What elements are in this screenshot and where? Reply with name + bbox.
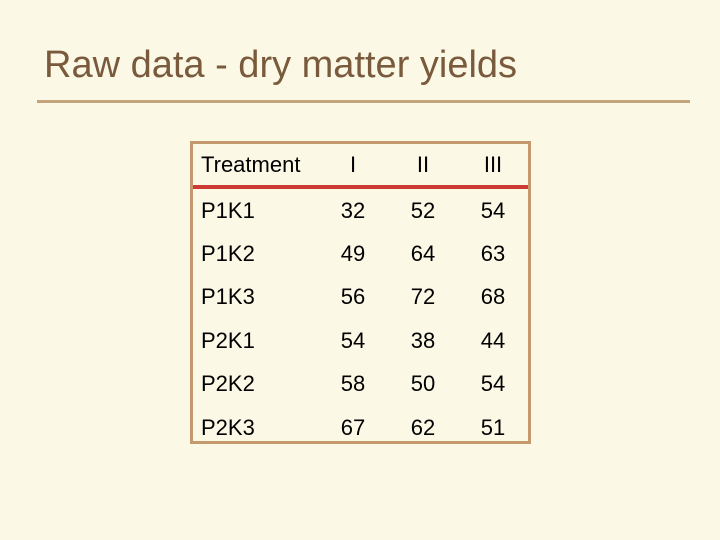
treatment-cell: P2K3 (201, 414, 255, 440)
title-divider (37, 100, 690, 103)
table-row: P1K3 56 72 68 (193, 276, 528, 319)
header-rep-1: I (349, 151, 357, 177)
treatment-cell: P2K2 (201, 371, 255, 397)
slide-title: Raw data - dry matter yields (44, 44, 518, 86)
treatment-cell: P1K3 (201, 284, 255, 310)
yield-table-container: Treatment I II III P1K1 32 52 54 P1K2 49… (190, 141, 531, 444)
yield-cell: 62 (410, 414, 436, 440)
yield-cell: 68 (480, 284, 506, 310)
header-treatment: Treatment (201, 151, 301, 177)
yield-cell: 72 (410, 284, 436, 310)
yield-cell: 38 (410, 327, 436, 353)
table-row: P1K1 32 52 54 (193, 187, 528, 232)
yield-table: Treatment I II III P1K1 32 52 54 P1K2 49… (193, 144, 528, 449)
yield-cell: 49 (340, 241, 366, 267)
yield-cell: 54 (480, 197, 506, 223)
table-row: P2K3 67 62 51 (193, 406, 528, 449)
yield-cell: 67 (340, 414, 366, 440)
header-rep-3: III (483, 151, 503, 177)
yield-cell: 50 (410, 371, 436, 397)
yield-cell: 32 (340, 197, 366, 223)
table-header-row: Treatment I II III (193, 144, 528, 187)
yield-cell: 64 (410, 241, 436, 267)
table-row: P2K2 58 50 54 (193, 363, 528, 406)
treatment-cell: P2K1 (201, 327, 255, 353)
yield-cell: 63 (480, 241, 506, 267)
table-row: P2K1 54 38 44 (193, 319, 528, 362)
table-row: P1K2 49 64 63 (193, 232, 528, 275)
header-rep-2: II (416, 151, 430, 177)
yield-cell: 58 (340, 371, 366, 397)
yield-cell: 44 (480, 327, 506, 353)
treatment-cell: P1K1 (201, 197, 255, 223)
yield-cell: 52 (410, 197, 436, 223)
treatment-cell: P1K2 (201, 241, 255, 267)
yield-cell: 54 (480, 371, 506, 397)
yield-cell: 56 (340, 284, 366, 310)
yield-cell: 51 (480, 414, 506, 440)
yield-cell: 54 (340, 327, 366, 353)
